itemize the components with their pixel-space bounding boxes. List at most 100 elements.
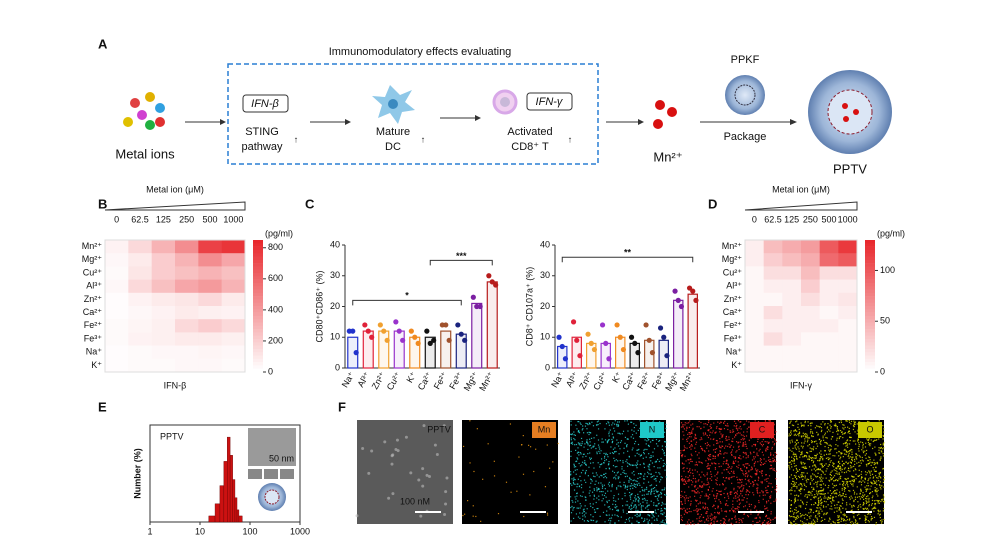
- panel-label: E: [98, 399, 107, 414]
- speckle: [618, 476, 620, 478]
- heat-cell: [745, 345, 764, 360]
- speckle: [868, 443, 870, 446]
- speckle: [865, 518, 867, 520]
- speckle: [593, 467, 595, 469]
- speckle: [852, 522, 855, 524]
- speckle: [770, 511, 772, 513]
- speckle: [875, 489, 877, 491]
- speckle: [875, 491, 877, 493]
- speckle: [811, 494, 813, 496]
- speckle: [820, 427, 823, 429]
- speckle: [790, 489, 792, 491]
- speckle: [793, 455, 796, 458]
- speckle: [797, 433, 799, 435]
- heat-cell: [151, 266, 176, 280]
- speckle: [800, 488, 802, 491]
- speckle: [854, 460, 856, 462]
- speckle: [800, 461, 802, 463]
- speckle: [714, 498, 716, 500]
- speckle: [644, 499, 646, 501]
- speckle: [615, 459, 617, 461]
- speckle: [860, 471, 863, 473]
- speckle: [793, 516, 795, 518]
- speckle: [582, 453, 585, 455]
- speckle: [843, 518, 845, 521]
- x-tick-label: Mg²⁺: [462, 370, 481, 393]
- speckle: [728, 477, 730, 479]
- speckle: [805, 522, 807, 525]
- speckle: [747, 474, 749, 476]
- speckle: [874, 490, 876, 492]
- speckle: [815, 490, 818, 492]
- speckle: [680, 514, 682, 517]
- speckle: [734, 436, 736, 438]
- heat-cell: [175, 319, 199, 333]
- speckle: [797, 499, 799, 501]
- speckle: [805, 435, 807, 438]
- speckle: [805, 433, 807, 435]
- speckle: [623, 481, 625, 484]
- speckle: [687, 437, 689, 439]
- speckle: [882, 444, 884, 446]
- speckle: [710, 471, 712, 473]
- speckle: [717, 421, 719, 423]
- speckle: [883, 507, 885, 510]
- speckle: [804, 466, 807, 468]
- speckle: [835, 469, 837, 472]
- speckle: [628, 506, 631, 508]
- speckle: [851, 459, 853, 461]
- speckle: [791, 523, 793, 525]
- data-point: [377, 322, 383, 328]
- speckle: [651, 522, 653, 524]
- speckle: [637, 429, 639, 432]
- speckle: [626, 446, 628, 448]
- speckle: [717, 506, 719, 508]
- speckle: [698, 508, 700, 510]
- speckle: [862, 443, 864, 445]
- heat-cell: [745, 358, 764, 373]
- speckle: [747, 494, 750, 496]
- heat-cell: [763, 240, 783, 254]
- eds-label-box: [858, 422, 882, 438]
- speckle: [661, 521, 664, 523]
- speckle: [733, 420, 736, 422]
- speckle: [645, 443, 647, 445]
- speckle: [802, 478, 804, 481]
- data-point: [396, 328, 402, 334]
- speckle: [632, 500, 635, 502]
- speckle: [874, 470, 876, 472]
- speckle: [829, 497, 832, 499]
- speckle: [686, 508, 688, 510]
- speckle: [730, 522, 732, 524]
- speckle: [775, 491, 778, 493]
- data-point: [562, 356, 569, 362]
- speckle: [816, 520, 818, 522]
- speckle: [870, 470, 872, 472]
- speckle: [715, 516, 717, 518]
- speckle: [617, 442, 619, 444]
- speckle: [828, 453, 830, 455]
- speckle: [727, 425, 729, 427]
- speckle: [720, 447, 722, 449]
- speckle: [695, 450, 697, 453]
- speckle: [647, 514, 649, 516]
- heat-cell: [763, 292, 783, 307]
- speckle: [687, 476, 689, 479]
- speckle: [800, 506, 802, 508]
- speckle: [739, 421, 741, 423]
- speckle: [578, 454, 580, 456]
- speckle: [838, 473, 841, 475]
- speckle: [741, 484, 743, 486]
- speckle: [740, 421, 742, 423]
- speckle: [518, 456, 520, 458]
- speckle: [877, 502, 879, 504]
- histogram-bar: [236, 509, 240, 523]
- speckle: [790, 431, 792, 433]
- speckle: [802, 432, 804, 434]
- speckle: [878, 502, 880, 504]
- speckle: [735, 495, 737, 497]
- speckle: [845, 442, 847, 445]
- speckle: [713, 522, 715, 524]
- speckle: [750, 482, 752, 485]
- speckle: [757, 513, 759, 515]
